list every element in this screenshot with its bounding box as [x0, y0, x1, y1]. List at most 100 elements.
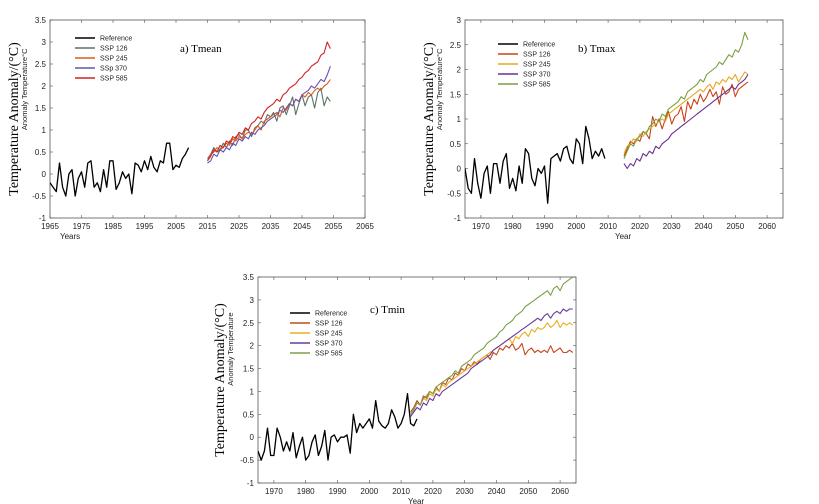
y-tick-label: 1.5 [243, 365, 255, 374]
series-line-ssp-370 [410, 308, 573, 417]
legend-label: Reference [523, 42, 555, 49]
y-tick-label: 2.5 [243, 319, 255, 328]
legend-label: SSP 585 [100, 76, 128, 83]
series-line-reference [258, 393, 418, 461]
y-tick-label: -0.5 [240, 456, 254, 465]
y-axis-label: Anomaly Temperature°C [435, 48, 444, 130]
legend-label: SSP 245 [315, 331, 343, 338]
series-line-reference [465, 125, 606, 204]
y-tick-label: 0 [250, 433, 255, 442]
chart-panel-1: -1 -0.5 0 0.5 1 1.5 2 2.5 3 3.5 1965 1975 1985 1995 20… [7, 16, 374, 241]
y-tick-label: 1 [457, 115, 462, 124]
x-tick-label: 2060 [758, 222, 776, 231]
y-tick-label: 3 [42, 38, 47, 47]
series-line-ssp-585 [207, 41, 331, 162]
y-tick-label: 2.5 [450, 41, 462, 50]
y-tick-label: 2 [457, 66, 462, 75]
legend-label: SSP 126 [100, 46, 128, 53]
x-tick-label: 2060 [551, 487, 569, 496]
y-tick-label: 3.5 [243, 273, 255, 282]
series-line-ssp-245 [623, 71, 749, 154]
y-tick-label: 2.5 [35, 60, 47, 69]
x-tick-label: 2020 [424, 487, 442, 496]
y-tick-label: 3 [250, 296, 255, 305]
y-tick-label: 0 [457, 165, 462, 174]
x-tick-label: 1970 [472, 222, 490, 231]
legend-label: SSP 585 [315, 351, 343, 358]
y-tick-label: 3.5 [35, 16, 47, 25]
plot-frame [49, 19, 366, 219]
legend-label: SSP 126 [315, 321, 343, 328]
x-tick-label: 1980 [297, 487, 315, 496]
x-tick-label: 1985 [104, 222, 122, 231]
x-tick-label: 1970 [265, 487, 283, 496]
y-tick-label: -1 [247, 479, 255, 488]
x-tick-label: 1975 [73, 222, 91, 231]
y-tick-label: 1.5 [35, 104, 47, 113]
x-tick-label: 2065 [356, 222, 374, 231]
panel-title: a) Tmean [180, 43, 222, 55]
legend-label: SSP 245 [523, 62, 551, 69]
x-tick-label: 1995 [136, 222, 154, 231]
x-tick-label: 2015 [199, 222, 217, 231]
x-tick-label: 2030 [456, 487, 474, 496]
x-axis-label: Year [615, 232, 632, 241]
x-tick-label: 1980 [504, 222, 522, 231]
x-tick-label: 2050 [726, 222, 744, 231]
y-tick-label: 1 [42, 126, 47, 135]
y-tick-label: 1.5 [450, 90, 462, 99]
y-axis-label: Anomaly Temperature°C [20, 48, 29, 130]
x-tick-label: 2025 [230, 222, 248, 231]
y-axis-label-outer: Temperature Anomaly/(°C) [213, 303, 228, 457]
chart-panel-2: -1 -0.5 0 0.5 1 1.5 2 2.5 3 1970 1980 1990 2000 2010 2… [422, 16, 784, 241]
legend-label: SSp 370 [100, 66, 127, 73]
x-tick-label: 1965 [41, 222, 59, 231]
y-tick-label: 3 [457, 16, 462, 25]
y-tick-label: 2 [42, 82, 47, 91]
y-tick-label: 1 [250, 387, 255, 396]
y-axis-label: Anomaly Temperature [226, 312, 235, 385]
series-line-ssp-245 [410, 319, 574, 415]
x-tick-label: 2030 [663, 222, 681, 231]
chart-panel-3: -1 -0.5 0 0.5 1 1.5 2 2.5 3 3.5 1970 1980 1990 2000 20… [213, 273, 577, 504]
x-tick-label: 1990 [536, 222, 554, 231]
legend-label: SSP 370 [315, 341, 343, 348]
y-axis-label-outer: Temperature Anomaly/(°C) [422, 42, 437, 196]
series-line-ssp-585 [623, 31, 749, 159]
x-tick-label: 2010 [392, 487, 410, 496]
legend-label: SSP 585 [523, 82, 551, 89]
y-tick-label: -0.5 [447, 189, 461, 198]
x-tick-label: 2055 [325, 222, 343, 231]
x-tick-label: 2020 [631, 222, 649, 231]
y-tick-label: 2 [250, 342, 255, 351]
series-line-ssp-245 [207, 79, 331, 162]
legend-label: SSP 126 [523, 52, 551, 59]
x-tick-label: 2010 [599, 222, 617, 231]
y-tick-label: -0.5 [32, 192, 46, 201]
y-tick-label: 0.5 [35, 148, 47, 157]
panel-title: b) Tmax [578, 43, 616, 55]
x-tick-label: 2005 [167, 222, 185, 231]
x-tick-label: 2035 [262, 222, 280, 231]
y-tick-label: 0.5 [450, 140, 462, 149]
x-tick-label: 2050 [519, 487, 537, 496]
plot-frame [257, 276, 577, 484]
x-tick-label: 2040 [488, 487, 506, 496]
legend-label: Reference [100, 36, 132, 43]
x-tick-label: 2000 [360, 487, 378, 496]
plot-frame [464, 19, 784, 219]
legend-label: SSP 245 [100, 56, 128, 63]
series-line-ssp-370 [207, 66, 331, 164]
legend-label: Reference [315, 311, 347, 318]
series-line-reference [50, 142, 190, 197]
legend-label: SSP 370 [523, 72, 551, 79]
y-axis-label-outer: Temperature Anomaly/(°C) [7, 42, 22, 196]
y-tick-label: 0 [42, 170, 47, 179]
x-axis-label: Years [60, 232, 80, 241]
series-line-ssp-585 [410, 277, 574, 415]
y-tick-label: -1 [39, 214, 47, 223]
series-line-ssp-126 [410, 342, 574, 413]
legend: Reference SSP 126 SSP 245 SSP 370 SSP 585 [498, 42, 555, 89]
x-tick-label: 2040 [695, 222, 713, 231]
